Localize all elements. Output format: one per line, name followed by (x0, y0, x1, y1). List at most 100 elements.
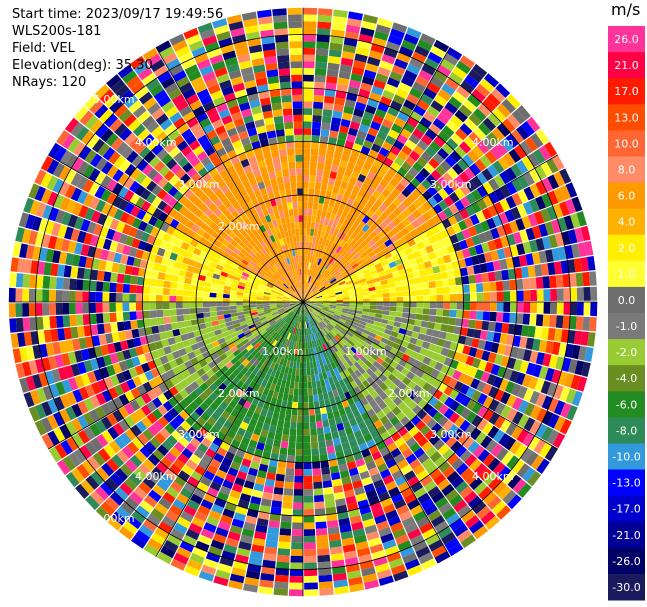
range-gate (246, 321, 255, 327)
range-gate (48, 207, 60, 222)
range-gate (224, 247, 233, 255)
range-gate (351, 277, 360, 283)
range-gate (292, 306, 298, 311)
range-gate (261, 348, 268, 357)
range-gate (168, 386, 179, 397)
range-gate (373, 79, 386, 90)
range-gate (393, 387, 403, 397)
range-gate (345, 280, 353, 285)
range-gate (349, 271, 357, 278)
range-gate (351, 114, 363, 124)
range-gate (142, 428, 154, 441)
range-gate (310, 155, 318, 163)
range-gate (132, 437, 144, 450)
range-gate (117, 173, 130, 186)
range-gate (363, 69, 377, 80)
range-gate (547, 190, 559, 206)
range-gate (100, 249, 109, 261)
range-gate (429, 288, 437, 295)
range-gate (76, 175, 89, 190)
range-gate (336, 302, 344, 304)
range-gate (32, 374, 43, 389)
range-gate (263, 373, 271, 382)
range-gate (397, 166, 408, 177)
range-gate (445, 262, 454, 271)
range-gate (283, 304, 291, 308)
range-gate (390, 266, 399, 273)
range-gate (281, 285, 288, 291)
range-gate (286, 309, 293, 314)
range-gate (89, 196, 100, 210)
range-gate (273, 233, 279, 241)
range-gate (373, 247, 382, 255)
range-gate (211, 157, 223, 168)
range-gate (410, 244, 419, 253)
range-gate (255, 226, 263, 235)
range-gate (404, 522, 419, 534)
range-gate (159, 240, 169, 250)
range-gate (454, 109, 468, 123)
range-gate (128, 100, 143, 114)
range-gate (317, 345, 323, 353)
range-gate (211, 278, 219, 284)
range-gate (93, 346, 103, 358)
range-gate (449, 294, 457, 302)
range-gate (385, 324, 394, 331)
range-gate (139, 259, 148, 269)
range-gate (213, 344, 222, 353)
range-gate (263, 246, 270, 254)
range-gate (322, 419, 330, 428)
range-gate (324, 378, 330, 386)
range-gate (89, 313, 97, 325)
range-gate (108, 440, 122, 454)
range-gate (126, 150, 139, 164)
range-gate (142, 458, 156, 471)
range-gate (396, 302, 404, 307)
range-gate (232, 201, 241, 210)
range-gate (457, 158, 469, 171)
range-gate (28, 360, 39, 375)
range-gate (326, 150, 335, 158)
range-gate (152, 172, 164, 185)
range-gate (395, 286, 403, 292)
range-gate (328, 459, 338, 467)
range-gate (202, 172, 213, 183)
range-gate (448, 377, 458, 389)
range-gate (71, 433, 85, 448)
range-gate (395, 231, 404, 240)
range-gate (428, 315, 436, 323)
range-gate (368, 331, 377, 339)
range-gate (175, 168, 187, 180)
range-gate (425, 446, 438, 458)
range-gate (368, 467, 380, 477)
range-gate (360, 317, 368, 323)
range-gate (375, 184, 386, 194)
range-gate (175, 76, 190, 88)
range-gate (402, 552, 418, 564)
range-gate (410, 534, 425, 546)
range-gate (210, 244, 219, 252)
range-gate (346, 563, 360, 573)
range-gate (154, 432, 166, 444)
range-gate (535, 352, 545, 365)
range-gate (506, 455, 520, 470)
range-gate (193, 247, 202, 256)
range-gate (330, 338, 337, 346)
range-gate (343, 448, 353, 457)
range-gate (488, 178, 500, 191)
range-gate (309, 304, 316, 308)
range-gate (379, 178, 389, 188)
range-gate (231, 262, 240, 269)
range-gate (217, 259, 226, 267)
range-gate (276, 303, 283, 305)
range-gate (292, 395, 299, 403)
range-gate (196, 151, 208, 162)
range-gate (434, 551, 451, 564)
range-gate (356, 271, 364, 278)
range-gate (331, 22, 346, 31)
range-gate (202, 421, 213, 432)
range-gate (290, 297, 297, 300)
range-gate (74, 106, 89, 121)
range-gate (146, 204, 157, 216)
range-gate (316, 297, 323, 300)
